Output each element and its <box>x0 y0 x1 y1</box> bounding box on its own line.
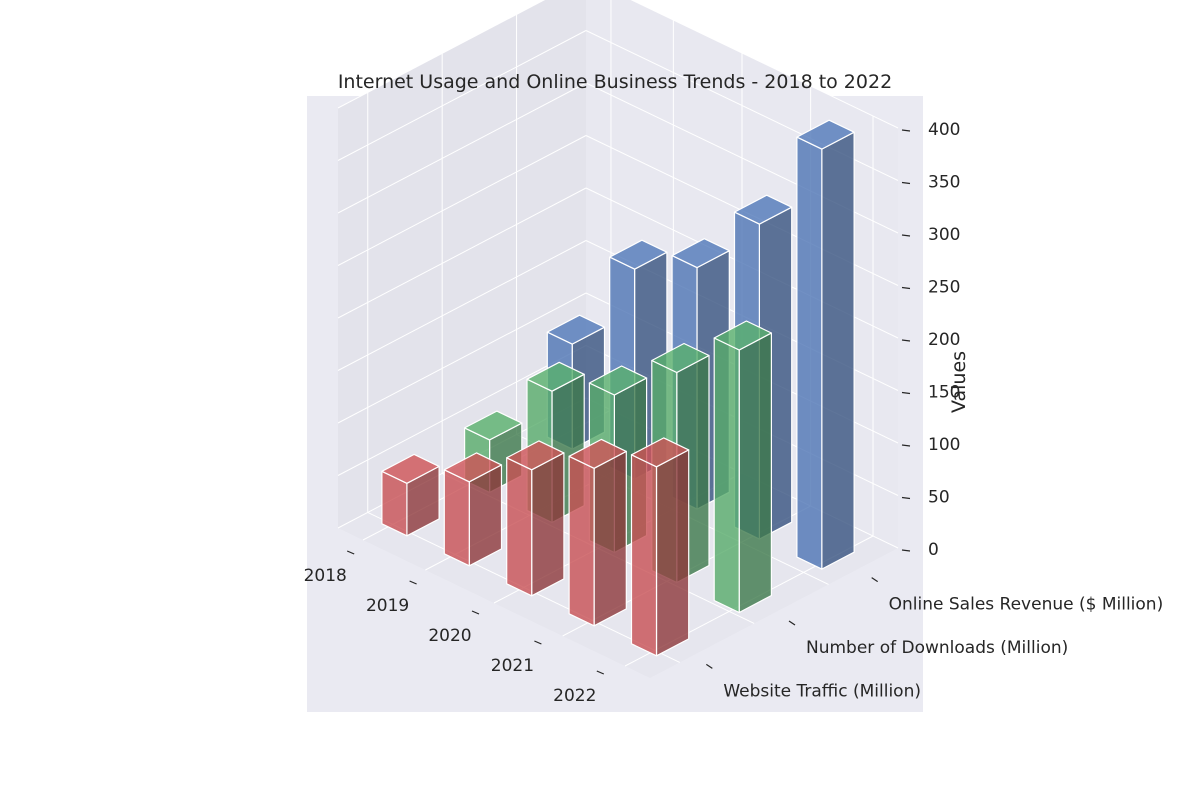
bar-side-face <box>821 131 855 570</box>
bar-top-face <box>526 361 585 392</box>
x-tick-label: 2019 <box>366 596 409 616</box>
y-tick-label: Online Sales Revenue ($ Million) <box>889 595 1164 615</box>
bar-front-face <box>506 457 533 597</box>
y-tick <box>788 620 796 626</box>
bar-top-face <box>651 342 710 374</box>
bar-side-face <box>468 464 503 567</box>
grid-line <box>337 345 587 476</box>
z-tick <box>901 444 911 447</box>
z-axis-label: Values <box>948 351 970 413</box>
z-tick-label: 50 <box>928 488 950 508</box>
x-tick-labels: 2018 2019 2020 2021 2022 <box>304 566 597 706</box>
x-tick <box>596 670 605 675</box>
bar-top-face <box>609 239 668 270</box>
y-tick-labels: Website Traffic (Million) Number of Downl… <box>723 595 1163 702</box>
x-tick <box>534 640 542 645</box>
bar-top-face <box>568 438 627 469</box>
bar-top-face <box>546 314 606 345</box>
bar-side-face <box>531 452 565 597</box>
bar-top-face <box>671 238 730 269</box>
grid-line <box>337 30 587 161</box>
grid-line <box>337 292 587 424</box>
grid-line <box>337 187 587 319</box>
z-tick-label: 300 <box>928 225 960 245</box>
grid-line <box>337 240 587 371</box>
z-tick-label: 150 <box>928 383 960 403</box>
bar-top-face <box>588 365 648 396</box>
bar-top-face <box>630 437 690 468</box>
bar-top-face <box>506 440 565 471</box>
x-tick-label: 2021 <box>491 656 534 676</box>
bar-side-face <box>738 332 773 614</box>
bar <box>506 440 565 597</box>
bar <box>568 438 627 627</box>
bar-top-face <box>713 320 773 351</box>
z-tick <box>901 549 911 552</box>
x-tick-label: 2022 <box>553 686 596 706</box>
x-tick-label: 2020 <box>428 626 471 646</box>
z-tick <box>901 234 911 237</box>
z-tick-label: 200 <box>928 330 960 350</box>
grid-line <box>337 0 546 109</box>
bar-front-face <box>796 136 823 570</box>
z-tick-labels: 0 50 100 150 200 250 300 350 400 <box>928 120 960 560</box>
y-tick <box>871 577 878 583</box>
axis-ticks <box>346 129 911 675</box>
x-tick-label: 2018 <box>304 566 347 586</box>
bar-top-face <box>381 453 440 484</box>
x-tick <box>346 550 355 555</box>
z-tick-label: 250 <box>928 278 960 298</box>
y-tick-label: Number of Downloads (Million) <box>806 638 1068 658</box>
bar-front-face <box>443 469 470 567</box>
bars <box>381 119 855 657</box>
bar-top-face <box>464 410 523 441</box>
z-tick <box>901 339 911 342</box>
bar <box>381 453 440 537</box>
z-tick-label: 100 <box>928 435 960 455</box>
bar-top-face <box>733 194 793 225</box>
z-tick <box>901 391 911 395</box>
y-tick-label: Website Traffic (Million) <box>723 681 921 701</box>
grid-line <box>337 82 587 214</box>
z-tick <box>901 286 911 290</box>
z-tick <box>901 129 911 132</box>
bar <box>443 452 503 567</box>
left-wall-pane <box>338 0 586 528</box>
grid-line <box>337 135 587 266</box>
z-tick-label: 350 <box>928 173 960 193</box>
bar-top-face <box>796 119 855 150</box>
bar <box>796 119 855 570</box>
chart-title: Internet Usage and Online Business Trend… <box>338 71 892 93</box>
z-tick-label: 0 <box>928 540 939 560</box>
x-tick <box>409 580 417 585</box>
bar-front-face <box>630 454 658 657</box>
bar-front-face <box>568 455 595 627</box>
z-tick-label: 400 <box>928 120 960 140</box>
y-tick <box>706 663 713 669</box>
bar-top-face <box>443 452 503 483</box>
z-tick <box>901 496 911 500</box>
bar-side-face <box>593 450 627 627</box>
bar <box>630 437 690 657</box>
bar-side-face <box>655 449 690 657</box>
bar-front-face <box>713 337 740 614</box>
x-tick <box>471 610 480 615</box>
z-tick <box>901 181 911 185</box>
bar <box>713 320 773 614</box>
